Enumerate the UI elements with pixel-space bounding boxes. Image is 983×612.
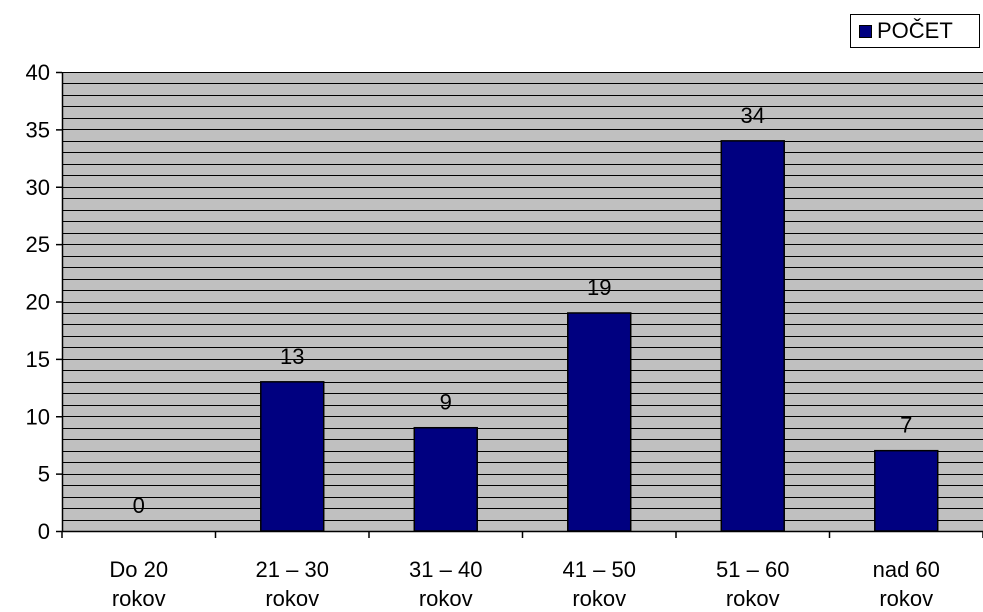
gridlines xyxy=(62,72,983,521)
legend-swatch xyxy=(859,24,872,38)
data-label: 0 xyxy=(133,493,145,518)
x-tick-labels: Do 20 rokov 21 – 30 rokov 31 – 40 rokov 41 – 5… xyxy=(109,557,940,611)
data-label: 9 xyxy=(440,390,452,415)
bar xyxy=(413,426,478,532)
bar xyxy=(260,381,325,532)
data-labels: 0 13 9 19 34 7 xyxy=(133,103,913,518)
y-tick-label: 35 xyxy=(26,117,50,142)
bar xyxy=(720,140,785,532)
x-tick-label: nad 60 rokov xyxy=(873,557,940,611)
x-tick-label: 41 – 50 rokov xyxy=(563,557,636,611)
x-tick-label: 51 – 60 rokov xyxy=(716,557,789,611)
legend: POČET xyxy=(850,14,980,48)
y-tick-label: 15 xyxy=(26,347,50,372)
x-tick-label: 31 – 40 rokov xyxy=(409,557,482,611)
data-label: 7 xyxy=(900,413,912,438)
y-tick-label: 0 xyxy=(38,519,50,544)
y-tick-label: 20 xyxy=(26,290,50,315)
y-tick-label: 30 xyxy=(26,175,50,200)
y-tick-label: 5 xyxy=(38,462,50,487)
y-tick-label: 10 xyxy=(26,404,50,429)
axes xyxy=(56,71,983,538)
legend-label: POČET xyxy=(877,18,953,43)
y-tick-labels: 0 5 10 15 20 25 30 35 40 xyxy=(26,60,50,544)
data-label: 19 xyxy=(587,275,611,300)
x-tick-label: 21 – 30 rokov xyxy=(256,557,329,611)
data-label: 13 xyxy=(280,344,304,369)
x-tick-label: Do 20 rokov xyxy=(109,557,168,611)
bar xyxy=(874,449,939,532)
bar xyxy=(567,312,632,532)
plot-area xyxy=(62,72,983,531)
y-tick-label: 25 xyxy=(26,232,50,257)
y-tick-label: 40 xyxy=(26,60,50,85)
data-label: 34 xyxy=(741,103,765,128)
